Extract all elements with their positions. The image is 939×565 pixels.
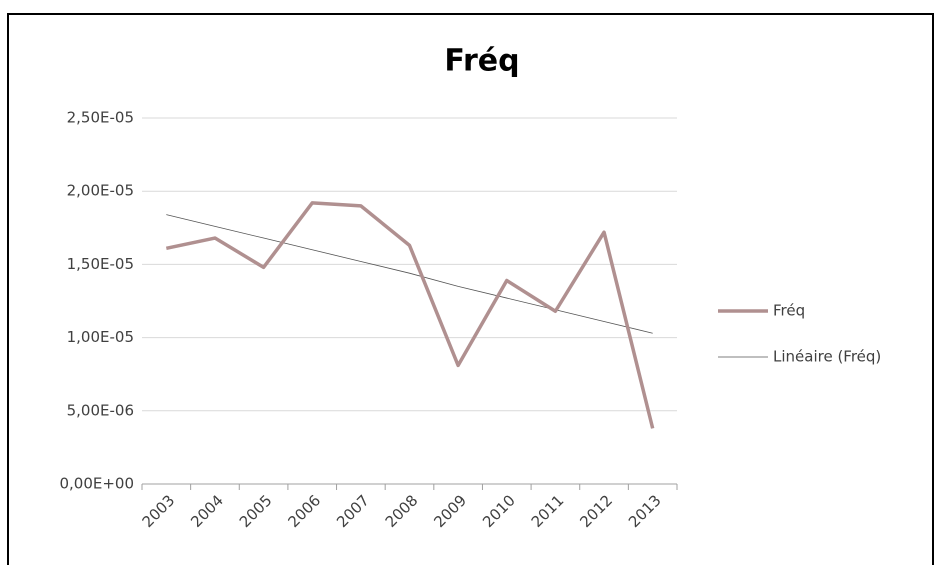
- y-tick-label: 5,00E-06: [67, 401, 134, 419]
- data-line: [165, 201, 655, 429]
- legend-label: Fréq: [773, 302, 805, 320]
- y-tick-label: 2,00E-05: [67, 182, 134, 200]
- y-tick-label: 1,00E-05: [67, 328, 134, 346]
- chart-frame: [7, 13, 934, 565]
- y-tick-label: 2,50E-05: [67, 109, 134, 127]
- chart-title: Fréq: [444, 44, 519, 79]
- y-tick-label: 1,50E-05: [67, 255, 134, 273]
- y-tick-label: 0,00E+00: [59, 475, 134, 493]
- legend-label: Linéaire (Fréq): [773, 348, 881, 366]
- trend-line: [166, 214, 653, 334]
